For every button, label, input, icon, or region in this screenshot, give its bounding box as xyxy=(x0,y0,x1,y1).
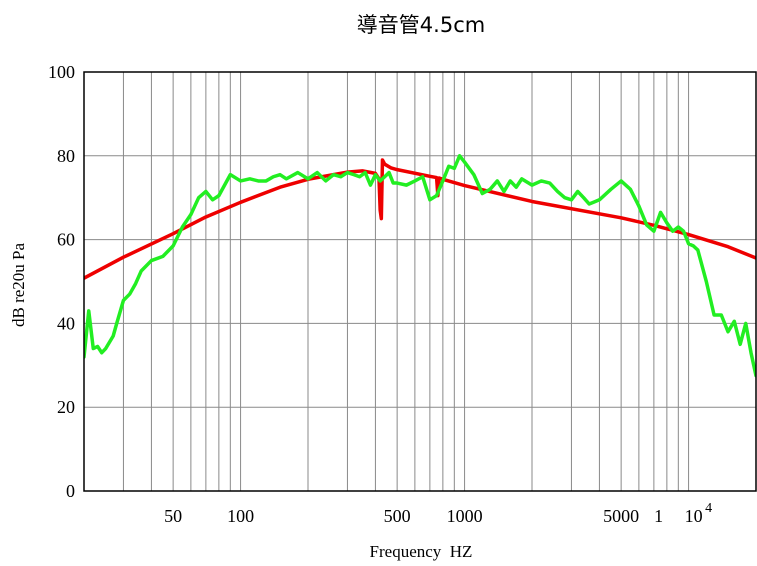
y-tick-label: 20 xyxy=(57,397,75,417)
plot-frame xyxy=(83,71,757,492)
series-line-2 xyxy=(84,154,756,378)
y-axis-ticks: 0 20 40 60 80 100 xyxy=(48,62,75,501)
x-axis-ticks: 50 100 500 1000 5000 1 10 4 xyxy=(164,501,712,526)
y-tick-label: 40 xyxy=(57,313,75,333)
y-tick-label: 80 xyxy=(57,146,75,166)
series-layer xyxy=(84,154,756,378)
y-tick-label: 60 xyxy=(57,230,75,250)
x-tick-label: 100 xyxy=(227,506,254,526)
x-tick-label: 1 xyxy=(654,506,663,526)
x-tick-label: 5000 xyxy=(603,506,639,526)
x-axis-label: Frequency HZ xyxy=(370,542,473,561)
grid xyxy=(84,72,756,491)
y-tick-label: 100 xyxy=(48,62,75,82)
x-tick-label: 50 xyxy=(164,506,182,526)
x-tick-label: 10 xyxy=(685,506,703,526)
y-axis-label: dB re20u Pa xyxy=(9,243,28,328)
x-tick-label: 500 xyxy=(384,506,411,526)
x-tick-label: 1000 xyxy=(447,506,483,526)
y-tick-label: 0 xyxy=(66,481,75,501)
chart-title: 導音管4.5cm xyxy=(357,13,485,37)
series-line-1 xyxy=(84,158,756,280)
x-tick-exponent: 4 xyxy=(705,501,712,516)
